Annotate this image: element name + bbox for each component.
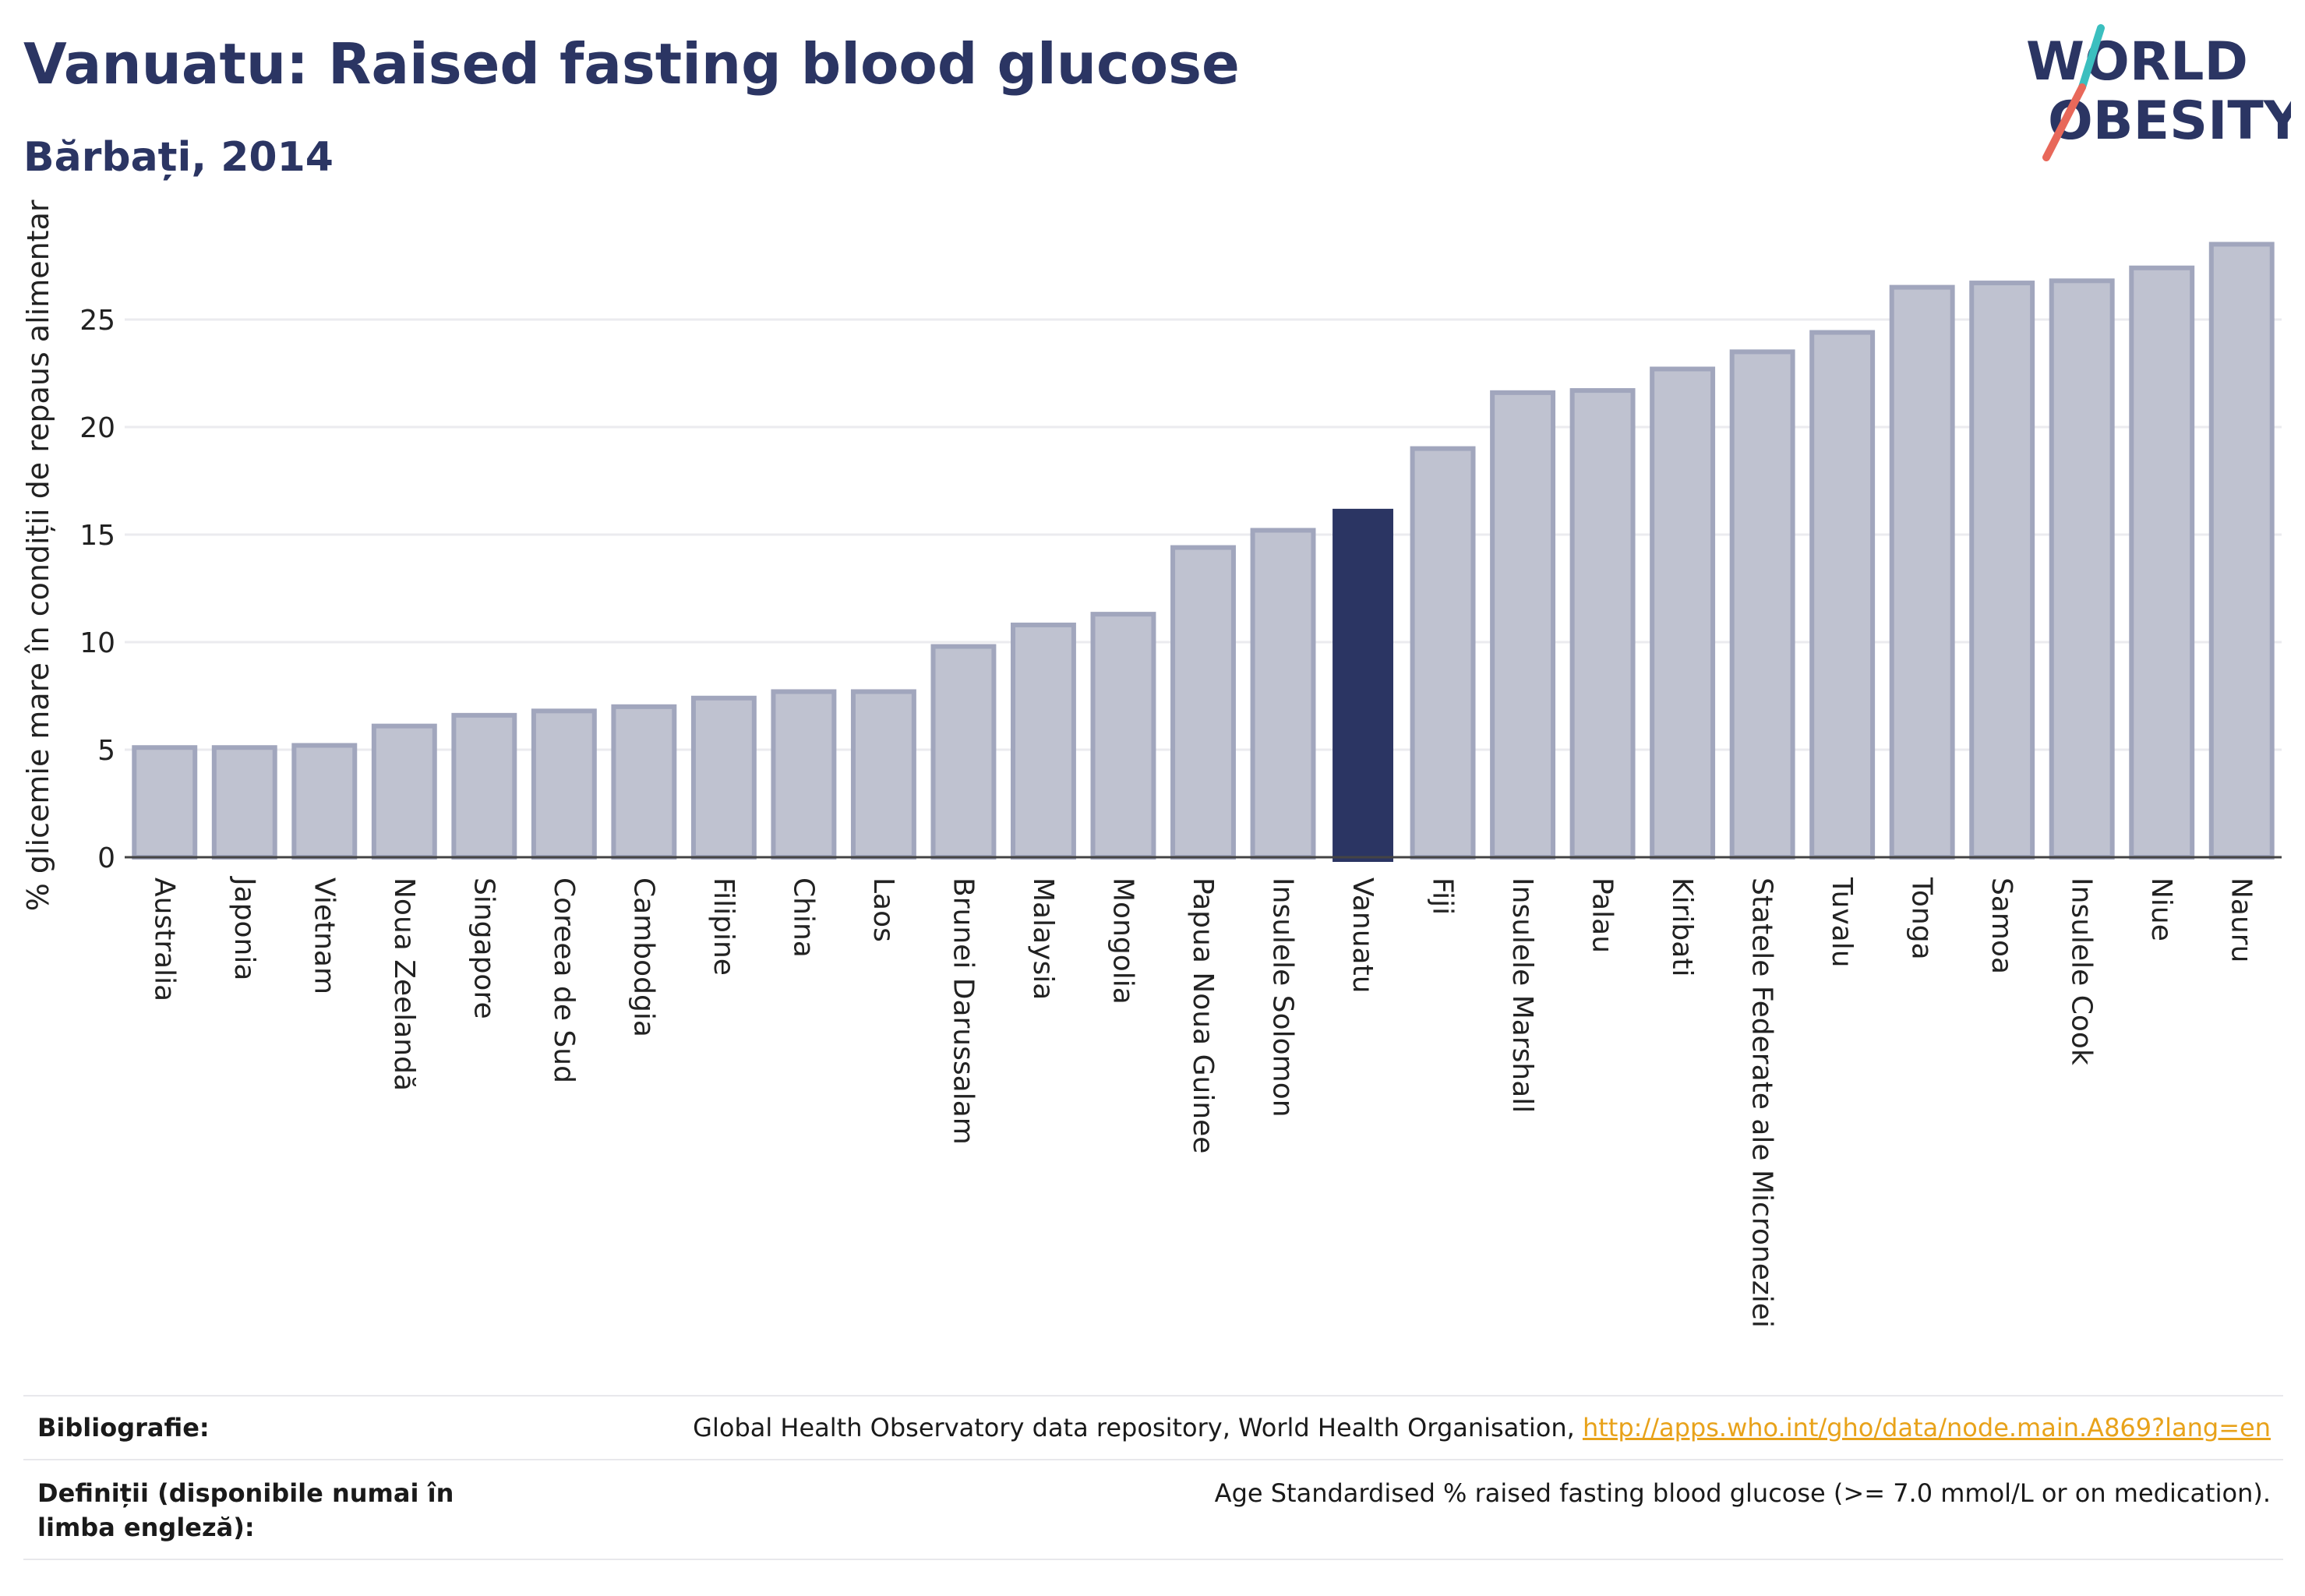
y-tick-label: 5: [97, 735, 115, 767]
logo-slash-red: [2042, 83, 2086, 161]
x-tick-label: Brunei Darussalam: [947, 877, 979, 1145]
bibliography-label: Bibliografie:: [37, 1413, 210, 1442]
x-tick-label: Vanuatu: [1347, 877, 1378, 994]
x-tick-label: Mongolia: [1107, 877, 1138, 1005]
y-tick-label: 10: [79, 627, 115, 659]
y-tick-label: 20: [79, 412, 115, 444]
bar-mongolia: [1090, 612, 1156, 860]
x-tick-label: Tonga: [1906, 877, 1938, 960]
x-tick-label: Tuvalu: [1826, 877, 1858, 968]
bar-tuvalu: [1809, 330, 1876, 860]
bar-insulele-cook: [2049, 278, 2115, 860]
bar-papua-noua-guinee: [1170, 545, 1236, 860]
bar-coreea-de-sud: [531, 708, 597, 860]
logo-line1: WORLD: [2026, 31, 2248, 93]
y-tick-label: 0: [97, 842, 115, 874]
x-tick-label: Japonia: [228, 876, 260, 980]
bibliography-text: Global Health Observatory data repositor…: [693, 1413, 1583, 1442]
page-subtitle: Bărbați, 2014: [23, 134, 334, 181]
x-tick-label: Filipine: [708, 877, 740, 976]
x-tick-label: Statele Federate ale Microneziei: [1746, 877, 1778, 1328]
bar-filipine: [690, 695, 757, 860]
bar-laos: [850, 689, 916, 860]
definitions-value: Age Standardised % raised fasting blood …: [1214, 1478, 2271, 1508]
bar-malaysia: [1011, 622, 1076, 860]
x-tick-label: Singapore: [468, 877, 499, 1019]
bar-noua-zeelandă: [371, 723, 437, 860]
bar-cambodgia: [611, 704, 677, 860]
x-tick-label: Nauru: [2226, 877, 2257, 962]
bar-singapore: [451, 712, 517, 860]
bar-fiji: [1410, 446, 1476, 860]
bar-samoa: [1969, 281, 2035, 860]
x-tick-label: Cambodgia: [627, 877, 659, 1037]
x-tick-label: Vietnam: [308, 877, 340, 994]
x-tick-label: Papua Noua Guinee: [1187, 877, 1219, 1153]
x-tick-label: Australia: [148, 877, 180, 1001]
bar-palau: [1569, 388, 1636, 860]
bar-vietnam: [291, 743, 358, 860]
x-tick-label: Insulele Solomon: [1267, 877, 1299, 1118]
logo-line2: OBESITY: [2048, 90, 2291, 152]
x-tick-label: Insulele Cook: [2066, 877, 2098, 1065]
x-tick-label: Palau: [1587, 877, 1618, 953]
x-tick-label: Insulele Marshall: [1506, 877, 1538, 1113]
x-tick-label: Noua Zeelandă: [388, 877, 420, 1091]
bibliography-row: Bibliografie: Global Health Observatory …: [23, 1395, 2283, 1460]
bar-insulele-solomon: [1250, 528, 1316, 860]
bar-japonia: [211, 745, 277, 860]
definitions-row: Definiții (disponibile numai în limba en…: [23, 1459, 2283, 1560]
bar-insulele-marshall: [1490, 390, 1556, 860]
x-tick-label: Fiji: [1427, 877, 1459, 915]
world-obesity-logo: WORLD OBESITY: [2026, 24, 2291, 161]
y-tick-label: 25: [79, 305, 115, 337]
bar-niue: [2129, 265, 2195, 860]
x-tick-label: Malaysia: [1027, 877, 1059, 1000]
page-title: Vanuatu: Raised fasting blood glucose: [23, 31, 1240, 97]
definitions-label: Definiții (disponibile numai în limba en…: [37, 1478, 454, 1542]
x-tick-label: Laos: [867, 877, 899, 942]
y-axis-label: % glicemie mare în condiții de repaus al…: [21, 200, 55, 911]
x-tick-label: Samoa: [1986, 877, 2017, 974]
bar-nauru: [2208, 242, 2275, 860]
bar-china: [771, 689, 837, 860]
logo-slash-teal: [2078, 24, 2105, 91]
bibliography-link[interactable]: http://apps.who.int/gho/data/node.main.A…: [1582, 1413, 2271, 1442]
bar-tonga: [1889, 284, 1955, 860]
bar-australia: [132, 745, 198, 860]
x-tick-label: Kiribati: [1666, 877, 1698, 976]
bibliography-value: Global Health Observatory data repositor…: [693, 1411, 2271, 1445]
bar-kiribati: [1650, 366, 1716, 860]
bar-statele-federate-ale-microneziei: [1729, 349, 1795, 860]
bar-brunei-darussalam: [930, 644, 997, 860]
x-tick-label: China: [787, 877, 819, 958]
x-tick-label: Coreea de Sud: [548, 877, 580, 1083]
y-tick-label: 15: [79, 520, 115, 552]
bar-chart: 0 5 10 15 20 25 Australia Japonia Vietnam Noua Ze…: [21, 200, 2282, 1328]
x-tick-label: Niue: [2145, 877, 2177, 941]
bar-vanuatu: [1333, 508, 1393, 862]
